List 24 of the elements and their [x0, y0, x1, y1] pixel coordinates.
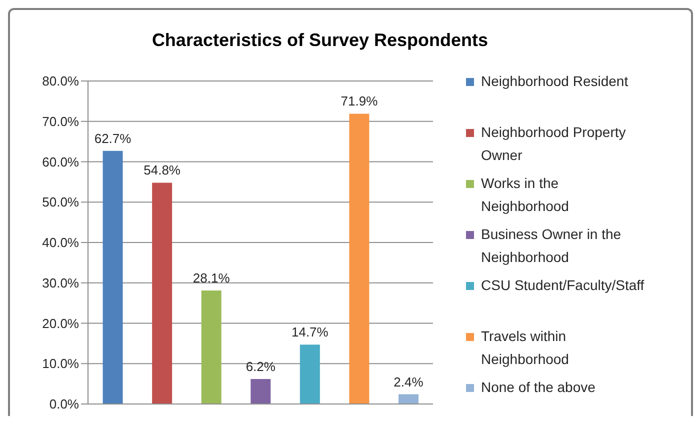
legend-label: Neighborhood Resident	[481, 72, 630, 91]
legend-label: Neighborhood Property Owner	[481, 123, 627, 165]
legend-label: None of the above	[481, 378, 596, 397]
data-label: 62.7%	[94, 130, 132, 146]
y-tick-label: 10.0%	[42, 356, 80, 372]
legend-label: Works in the Neighborhood	[481, 174, 570, 216]
data-label: 2.4%	[394, 374, 424, 390]
legend-label: Business Owner in the Neighborhood	[481, 225, 622, 267]
y-tick-label: 80.0%	[42, 74, 80, 89]
y-tick-label: 60.0%	[42, 154, 80, 170]
y-tick-label: 50.0%	[42, 194, 80, 210]
data-label: 14.7%	[291, 324, 329, 340]
y-tick-label: 30.0%	[42, 275, 80, 290]
y-tick-label: 40.0%	[42, 235, 80, 250]
data-label: 71.9%	[340, 94, 378, 109]
data-label: 54.8%	[144, 162, 181, 178]
y-tick-label: 0.0%	[49, 396, 80, 412]
y-tick-label: 20.0%	[42, 316, 80, 331]
data-label: 6.2%	[246, 358, 276, 374]
data-label: 28.1%	[192, 270, 230, 286]
chart-title: Characteristics of Survey Respondents	[150, 30, 490, 51]
legend-label: Travels within Neighborhood	[481, 327, 570, 369]
y-tick-label: 70.0%	[42, 114, 80, 129]
legend-label: CSU Student/Faculty/Staff	[481, 276, 646, 295]
